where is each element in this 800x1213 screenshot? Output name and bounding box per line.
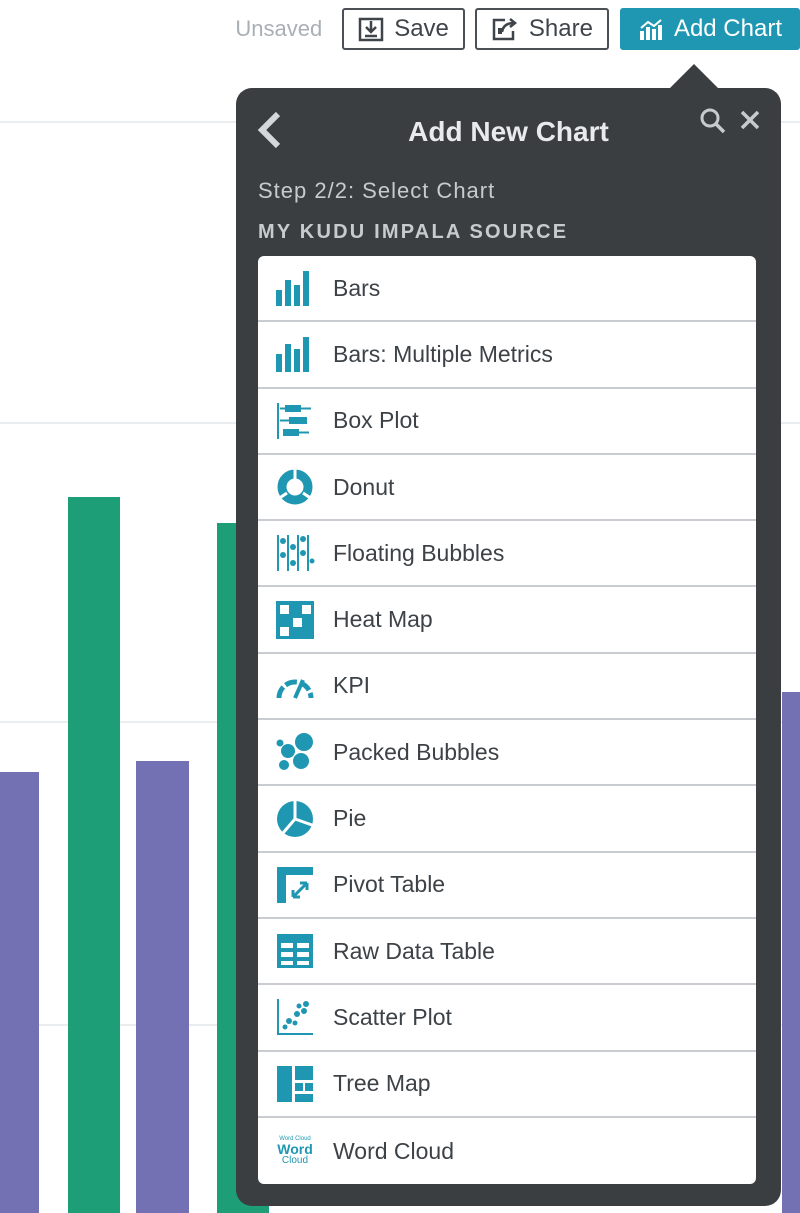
- chart-item-bars-multiple-metrics[interactable]: Bars: Multiple Metrics: [258, 322, 756, 389]
- chart-item-heat-map[interactable]: Heat Map: [258, 587, 756, 654]
- bars-icon: [275, 268, 315, 308]
- donut-icon: [275, 467, 315, 507]
- pie-icon: [275, 799, 315, 839]
- save-button[interactable]: Save: [342, 8, 465, 50]
- search-button[interactable]: [698, 106, 728, 141]
- word-cloud-icon-text: Word: [277, 1141, 313, 1157]
- save-icon: [358, 16, 384, 42]
- chart-item-tree-map[interactable]: Tree Map: [258, 1052, 756, 1118]
- share-button[interactable]: Share: [474, 8, 609, 50]
- word-cloud-icon-text: Cloud: [281, 1155, 309, 1166]
- add-chart-label: Add Chart: [673, 15, 782, 42]
- chevron-left-icon: [256, 111, 284, 154]
- step-indicator: Step 2/2: Select Chart: [258, 178, 496, 203]
- chart-bar[interactable]: [136, 761, 189, 1213]
- chart-item-label: Tree Map: [333, 1070, 431, 1097]
- box-plot-icon: [275, 401, 315, 441]
- chart-item-label: Pivot Table: [333, 871, 446, 898]
- add-chart-popover: Add New Chart Step 2/2: Select Chart MY …: [236, 88, 781, 1206]
- chart-item-word-cloud[interactable]: Word Cloud Word Cloud Word Cloud: [258, 1118, 756, 1184]
- chart-type-list: Bars Bars: Multiple Metrics Box Plot Don…: [258, 256, 756, 1184]
- chart-item-raw-data-table[interactable]: Raw Data Table: [258, 919, 756, 986]
- chart-item-label: Box Plot: [333, 407, 419, 434]
- tree-map-icon: [275, 1064, 315, 1104]
- chart-item-box-plot[interactable]: Box Plot: [258, 389, 756, 455]
- popover-title: Add New Chart: [408, 116, 609, 147]
- top-toolbar: Unsaved Save Share Add Chart: [235, 7, 800, 51]
- raw-data-table-icon: [275, 931, 315, 971]
- chart-item-bars[interactable]: Bars: [258, 256, 756, 323]
- word-cloud-icon: Word Cloud Word Cloud: [275, 1131, 315, 1171]
- heat-map-icon: [275, 600, 315, 640]
- bars-multiple-icon: [275, 334, 315, 374]
- chart-item-label: Heat Map: [333, 606, 433, 633]
- close-icon: [738, 110, 762, 136]
- chart-item-scatter-plot[interactable]: Scatter Plot: [258, 985, 756, 1052]
- share-label: Share: [528, 15, 593, 42]
- search-icon: [698, 108, 728, 140]
- pivot-table-icon: [275, 865, 315, 905]
- chart-bar[interactable]: [782, 692, 800, 1213]
- chart-item-label: Donut: [333, 473, 395, 500]
- add-chart-button[interactable]: Add Chart: [619, 8, 800, 50]
- scatter-plot-icon: [275, 997, 315, 1037]
- chart-item-pie[interactable]: Pie: [258, 786, 756, 853]
- chart-item-label: KPI: [333, 672, 371, 699]
- share-icon: [491, 16, 519, 42]
- back-button[interactable]: [256, 110, 284, 155]
- unsaved-status: Unsaved: [235, 16, 323, 41]
- chart-item-packed-bubbles[interactable]: Packed Bubbles: [258, 720, 756, 787]
- floating-bubbles-icon: [275, 533, 315, 573]
- chart-item-label: Bars: Multiple Metrics: [333, 340, 553, 367]
- chart-bar[interactable]: [68, 497, 120, 1213]
- chart-item-kpi[interactable]: KPI: [258, 654, 756, 721]
- chart-item-label: Bars: [333, 274, 381, 301]
- chart-item-label: Raw Data Table: [333, 937, 495, 964]
- chart-item-label: Scatter Plot: [333, 1003, 452, 1030]
- chart-item-donut[interactable]: Donut: [258, 455, 756, 522]
- save-label: Save: [394, 15, 449, 42]
- chart-item-label: Packed Bubbles: [333, 738, 500, 765]
- chart-item-label: Floating Bubbles: [333, 539, 505, 566]
- word-cloud-icon-text: Word Cloud: [279, 1136, 311, 1142]
- chart-item-label: Word Cloud: [333, 1137, 455, 1164]
- data-source-label: MY KUDU IMPALA SOURCE: [258, 221, 569, 243]
- kpi-gauge-icon: [275, 666, 315, 706]
- packed-bubbles-icon: [275, 732, 315, 772]
- chart-bar[interactable]: [0, 772, 39, 1213]
- close-button[interactable]: [738, 108, 762, 137]
- chart-item-pivot-table[interactable]: Pivot Table: [258, 853, 756, 919]
- add-chart-icon: [638, 17, 664, 41]
- popover-arrow: [668, 64, 720, 90]
- chart-item-label: Pie: [333, 805, 367, 832]
- chart-item-floating-bubbles[interactable]: Floating Bubbles: [258, 521, 756, 588]
